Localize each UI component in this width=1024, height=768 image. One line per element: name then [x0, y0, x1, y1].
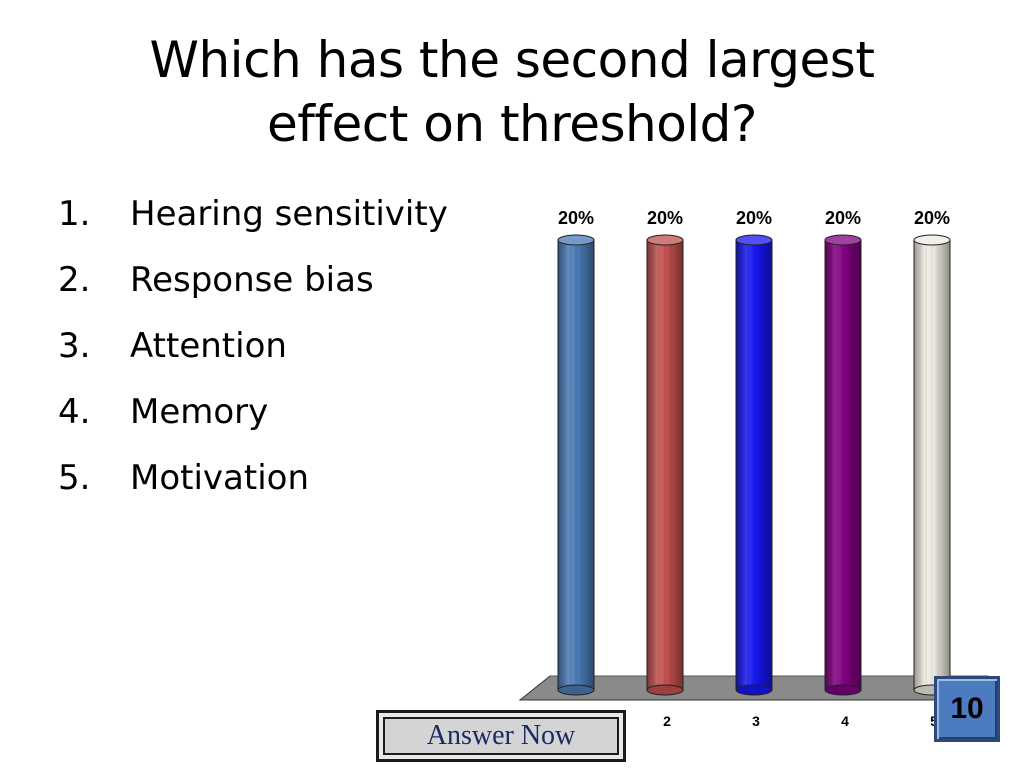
bar-base	[824, 684, 862, 696]
option-item: 3. Attention	[58, 322, 448, 388]
bar-base	[735, 684, 773, 696]
option-number: 4.	[58, 392, 91, 432]
option-item: 5. Motivation	[58, 454, 448, 520]
countdown-counter: 10	[934, 676, 1000, 742]
option-label: Hearing sensitivity	[130, 194, 448, 234]
option-number: 3.	[58, 326, 91, 366]
data-label: 20%	[736, 208, 772, 228]
data-label: 20%	[914, 208, 950, 228]
option-item: 2. Response bias	[58, 256, 448, 322]
title-line-2: effect on threshold?	[267, 95, 757, 153]
bar-cap	[646, 234, 684, 246]
bar-cap	[824, 234, 862, 246]
slide-title: Which has the second largest effect on t…	[0, 28, 1024, 156]
title-line-1: Which has the second largest	[149, 31, 875, 89]
category-label: 4	[841, 713, 849, 729]
option-number: 5.	[58, 458, 91, 498]
option-label: Memory	[130, 392, 269, 432]
answer-now-button[interactable]: Answer Now	[376, 710, 626, 762]
option-item: 4. Memory	[58, 388, 448, 454]
option-label: Motivation	[130, 458, 309, 498]
answer-now-label: Answer Now	[383, 717, 619, 755]
data-label: 20%	[825, 208, 861, 228]
category-label: 3	[752, 713, 760, 729]
option-item: 1. Hearing sensitivity	[58, 190, 448, 256]
option-number: 1.	[58, 194, 91, 234]
data-label: 20%	[558, 208, 594, 228]
bar-cap	[557, 234, 595, 246]
bar-base	[557, 684, 595, 696]
data-label: 20%	[647, 208, 683, 228]
category-label: 2	[663, 713, 671, 729]
bar-base	[646, 684, 684, 696]
answer-options-list: 1. Hearing sensitivity 2. Response bias 3.…	[58, 190, 448, 520]
bar-cap	[735, 234, 773, 246]
option-label: Attention	[130, 326, 287, 366]
bar-cap	[913, 234, 951, 246]
option-label: Response bias	[130, 260, 374, 300]
option-number: 2.	[58, 260, 91, 300]
